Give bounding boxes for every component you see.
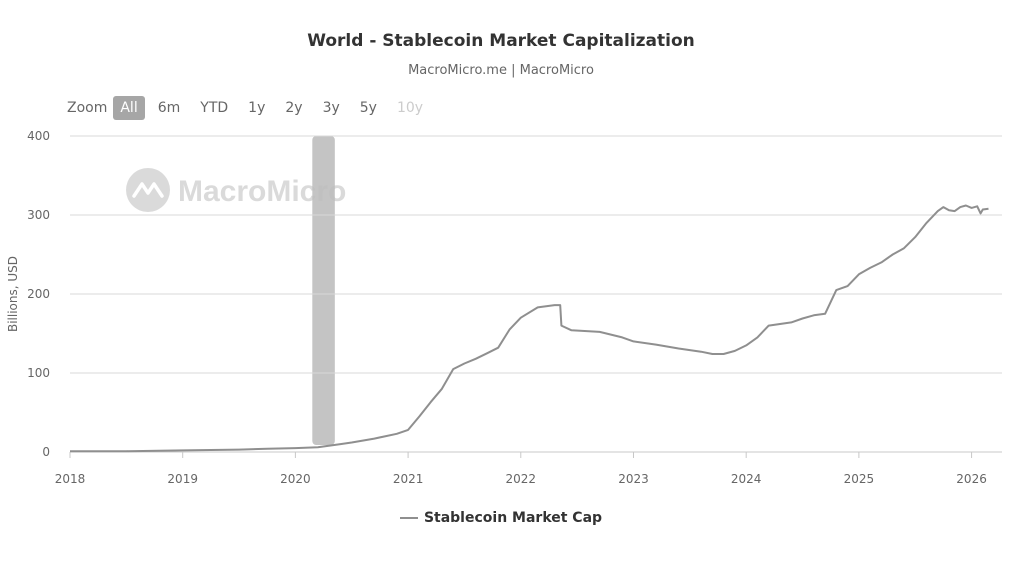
x-tick-label: 2018 (55, 472, 86, 486)
legend-label: Stablecoin Market Cap (423, 510, 603, 526)
zoom-button-5y[interactable]: 5y (359, 100, 377, 116)
legend-swatch (399, 517, 418, 519)
zoom-button-10y[interactable]: 10y (396, 100, 424, 116)
series-layer (70, 204, 989, 453)
zoom-button-3y[interactable]: 3y (322, 100, 340, 116)
x-tick-label: 2020 (280, 472, 311, 486)
zoom-button-1y[interactable]: 1y (248, 100, 266, 116)
legend[interactable]: Stablecoin Market Cap (0, 510, 1002, 526)
shaded-period-layer (312, 136, 335, 445)
x-tick-label: 2026 (956, 472, 987, 486)
watermark-text: MacroMicro (178, 175, 346, 208)
x-tick-label: 2019 (167, 472, 198, 486)
series-line-stablecoin-market-cap[interactable] (70, 204, 989, 453)
y-tick-label: 100 (27, 366, 50, 380)
x-axis-tick-labels: 2018 2019 2020 2021 2022 2023 2024 2025 2026 (55, 452, 987, 486)
shaded-period-band (312, 136, 335, 445)
watermark-logo: MacroMicro (126, 168, 346, 212)
x-tick-label: 2023 (618, 472, 649, 486)
y-axis-label: Billions, USD (6, 256, 20, 332)
chart-title: World - Stablecoin Market Capitalization (307, 31, 695, 51)
y-tick-label: 400 (27, 129, 50, 143)
chart-subtitle: MacroMicro.me | MacroMicro (408, 63, 594, 78)
watermark-logo-mark (132, 182, 164, 198)
x-tick-label: 2025 (844, 472, 875, 486)
x-tick-label: 2024 (731, 472, 762, 486)
zoom-selector: Zoom All 6m YTD 1y 2y 3y 5y 10y (67, 96, 436, 120)
y-tick-label: 0 (42, 445, 50, 459)
y-tick-label: 300 (27, 208, 50, 222)
x-tick-label: 2022 (506, 472, 537, 486)
y-axis-tick-labels: 0 100 200 300 400 (27, 129, 50, 459)
y-tick-label: 200 (27, 287, 50, 301)
zoom-button-ytd[interactable]: YTD (200, 100, 229, 116)
zoom-button-2y[interactable]: 2y (285, 100, 303, 116)
chart-plot[interactable]: MacroMicro 0 100 200 300 400 2018 2019 2020 202… (0, 0, 1024, 500)
zoom-button-all[interactable]: All (113, 96, 145, 120)
gridline-layer (70, 135, 1002, 374)
zoom-label: Zoom (67, 100, 108, 116)
x-tick-label: 2021 (393, 472, 424, 486)
zoom-button-6m[interactable]: 6m (157, 100, 181, 116)
